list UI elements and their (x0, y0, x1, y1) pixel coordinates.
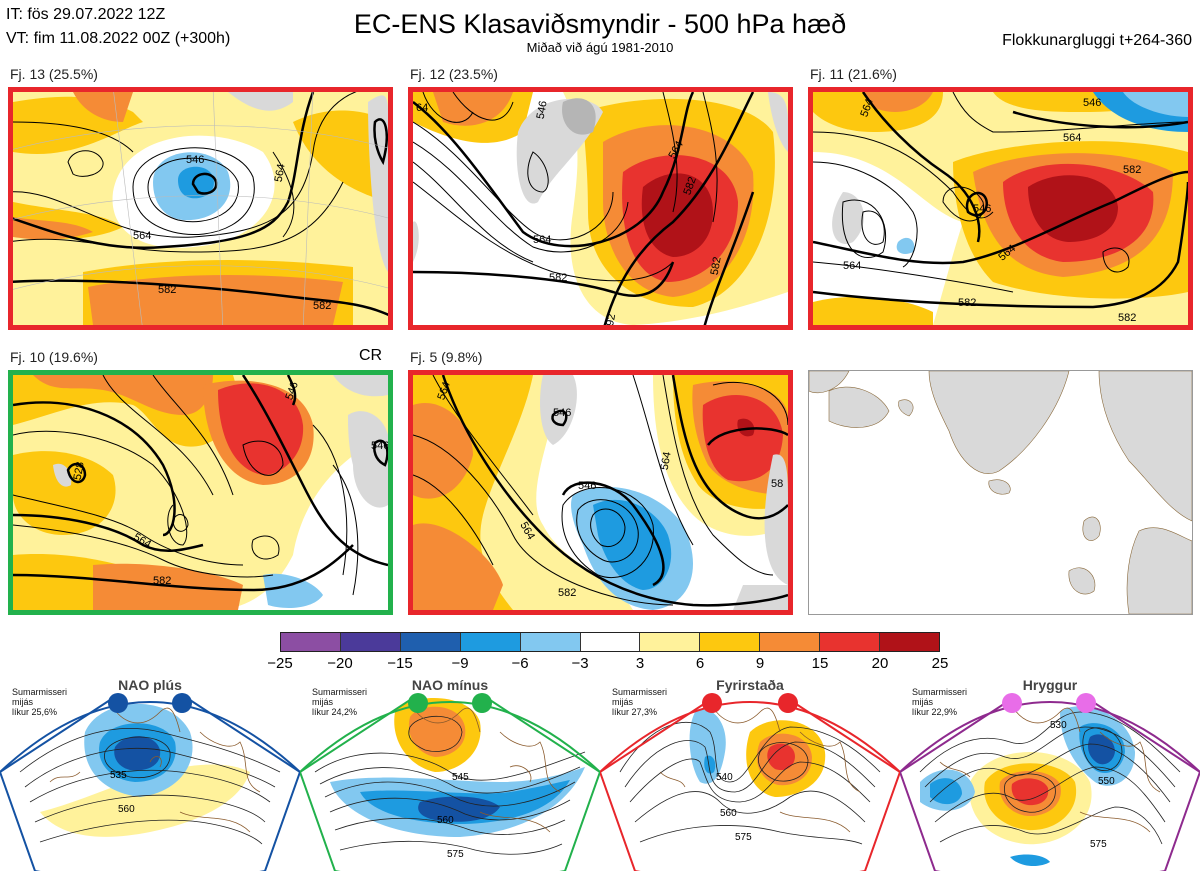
contour-label: 530 (1050, 720, 1067, 731)
contour-label: 564 (843, 260, 862, 272)
contour-label: 582 (1118, 312, 1137, 324)
colorbar-tick-label: 9 (755, 655, 765, 672)
colorbar-tick-label: 6 (695, 655, 705, 672)
contour-label: 582 (1123, 164, 1142, 176)
contour-label: 582 (158, 284, 177, 296)
contour-label: 564 (133, 230, 152, 242)
colorbar-swatch (880, 633, 939, 651)
page-title: EC-ENS Klasaviðsmyndir - 500 hPa hæð (353, 9, 847, 39)
map-panel-cluster-12[interactable]: 564 582 582 582 564 546 64 92 (408, 87, 793, 330)
panel-label-cluster-13: Fj. 13 (25.5%) (10, 66, 98, 82)
anomaly-map (413, 375, 788, 610)
contour-label: 546 (1083, 97, 1102, 109)
anomaly-map (13, 375, 388, 610)
colorbar (280, 632, 940, 652)
initial-time: IT: fös 29.07.2022 12Z (6, 6, 166, 23)
contour-label: 58 (771, 478, 784, 490)
regime-map (900, 693, 1200, 871)
contour-label: 575 (447, 849, 464, 860)
panel-label-cluster-10: Fj. 10 (19.6%) (10, 349, 98, 365)
contour-label: 560 (118, 804, 135, 815)
classification-window: Flokkunargluggi t+264-360 (1002, 32, 1192, 49)
colorbar-tick-label: 15 (811, 655, 829, 672)
colorbar-tick-label: −25 (267, 655, 293, 672)
contour-label: 582 (549, 272, 568, 284)
colorbar-swatch (460, 633, 521, 651)
regime-name: Fyrirstaða (716, 677, 784, 693)
regime-info: Sumarmisseri mijás líkur 27,3% (612, 687, 668, 717)
contour-label: 540 (716, 772, 733, 783)
contour-label: 582 (558, 587, 577, 599)
contour-label: 582 (958, 297, 977, 309)
colorbar-tick-label: −9 (451, 655, 469, 672)
empty-basemap-panel (808, 370, 1193, 615)
map-panel-cluster-5[interactable]: 546 564 582 564 564 546 58 (408, 370, 793, 615)
regime-name: NAO plús (118, 677, 182, 693)
regime-map (300, 693, 600, 871)
contour-label: 560 (720, 808, 737, 819)
regime-name: NAO mínus (411, 677, 489, 693)
contour-label: 546 (553, 407, 572, 419)
contour-label: 582 (153, 575, 172, 587)
colorbar-tick-label: −20 (327, 655, 353, 672)
anomaly-map (413, 92, 788, 325)
contour-label: 545 (452, 772, 469, 783)
contour-label: 535 (110, 770, 127, 781)
regime-map (0, 693, 300, 871)
climatological-regime-tag: CR (359, 347, 383, 364)
colorbar-swatch (760, 633, 821, 651)
regime-nao-plus[interactable]: NAO plús Sumarmisseri mijás líkur 25,6% 53… (0, 672, 300, 871)
map-panel-cluster-13[interactable]: 546 564 564 582 582 (8, 87, 393, 330)
colorbar-swatch (820, 633, 881, 651)
regime-info: Sumarmisseri mijás líkur 25,6% (12, 687, 68, 717)
colorbar-swatch (640, 633, 701, 651)
colorbar-tick-label: 25 (931, 655, 949, 672)
map-panel-cluster-11[interactable]: 546 564 582 546 564 564 582 582 564 (808, 87, 1193, 330)
colorbar-swatch (340, 633, 401, 651)
panel-label-cluster-12: Fj. 12 (23.5%) (410, 66, 498, 82)
regime-blocking[interactable]: Fyrirstaða Sumarmisseri mijás líkur 27,3% … (600, 672, 900, 871)
colorbar-tick-label: −15 (387, 655, 413, 672)
contour-label: 550 (1098, 776, 1115, 787)
contour-label: 575 (735, 832, 752, 843)
regime-info: Sumarmisseri mijás líkur 24,2% (312, 687, 368, 717)
valid-time: VT: fim 11.08.2022 00Z (+300h) (6, 30, 231, 47)
contour-label: 582 (313, 300, 332, 312)
regime-info: Sumarmisseri mijás líkur 22,9% (912, 687, 968, 717)
contour-label: 546 (578, 480, 597, 492)
colorbar-tick-label: −3 (571, 655, 589, 672)
colorbar-swatch (700, 633, 761, 651)
anomaly-map (13, 92, 388, 325)
colorbar-tick-label: 3 (635, 655, 645, 672)
colorbar-swatch (580, 633, 641, 651)
colorbar-swatch (400, 633, 461, 651)
regime-ridge[interactable]: Hryggur Sumarmisseri mijás líkur 22,9% 530… (900, 672, 1200, 871)
contour-label: 92 (604, 312, 619, 328)
panel-label-cluster-11: Fj. 11 (21.6%) (810, 66, 897, 82)
regime-name: Hryggur (1022, 677, 1078, 693)
contour-label: 64 (416, 102, 429, 114)
contour-label: 564 (533, 234, 552, 246)
contour-label: 546 (186, 154, 205, 166)
contour-label: 575 (1090, 839, 1107, 850)
contour-label: 560 (437, 815, 454, 826)
regime-map (600, 693, 900, 871)
map-panel-cluster-10[interactable]: 564 582 546 528 546 (8, 370, 393, 615)
panel-label-cluster-5: Fj. 5 (9.8%) (410, 349, 483, 365)
contour-label: 546 (973, 203, 992, 215)
page-subtitle: Miðað við ágú 1981-2010 (526, 40, 674, 55)
contour-label: 564 (1063, 132, 1082, 144)
anomaly-map (813, 92, 1188, 325)
colorbar-swatch (520, 633, 581, 651)
colorbar-tick-label: 20 (871, 655, 889, 672)
basemap (809, 371, 1192, 614)
colorbar-swatch (281, 633, 341, 651)
regime-nao-minus[interactable]: NAO mínus Sumarmisseri mijás líkur 24,2% 5… (300, 672, 600, 871)
colorbar-tick-label: −6 (511, 655, 529, 672)
contour-label: 546 (371, 440, 390, 452)
